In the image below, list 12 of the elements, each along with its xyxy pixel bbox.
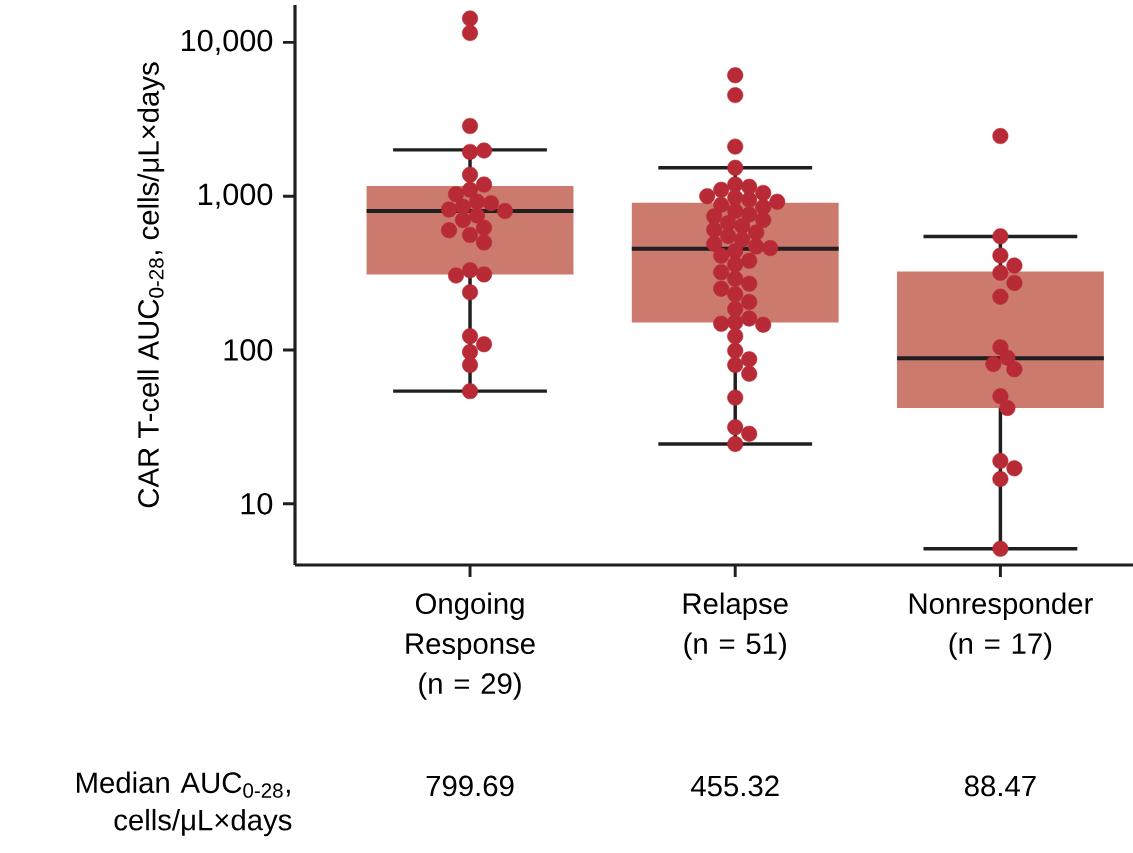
- y-tick-label: 10: [241, 492, 273, 515]
- y-axis-title: CAR T-cell AUC$_{0-28}$, cells/μL×days: [137, 62, 165, 508]
- x-tick-label: Relapse (n = 51): [683, 592, 788, 660]
- x-tick-label: Nonresponder (n = 17): [909, 592, 1093, 660]
- y-tick-label: 1,000: [199, 183, 273, 209]
- text: Median AUC$_{0-28}$, cells/μL×days: [76, 771, 292, 837]
- text: 799.69: [426, 775, 514, 797]
- y-tick-label: 100: [224, 339, 273, 361]
- x-tick-label: Ongoing Response (n = 29): [406, 592, 535, 700]
- text: 88.47: [964, 775, 1036, 797]
- y-tick-label: 10,000: [181, 29, 273, 56]
- text: 455.32: [691, 775, 779, 797]
